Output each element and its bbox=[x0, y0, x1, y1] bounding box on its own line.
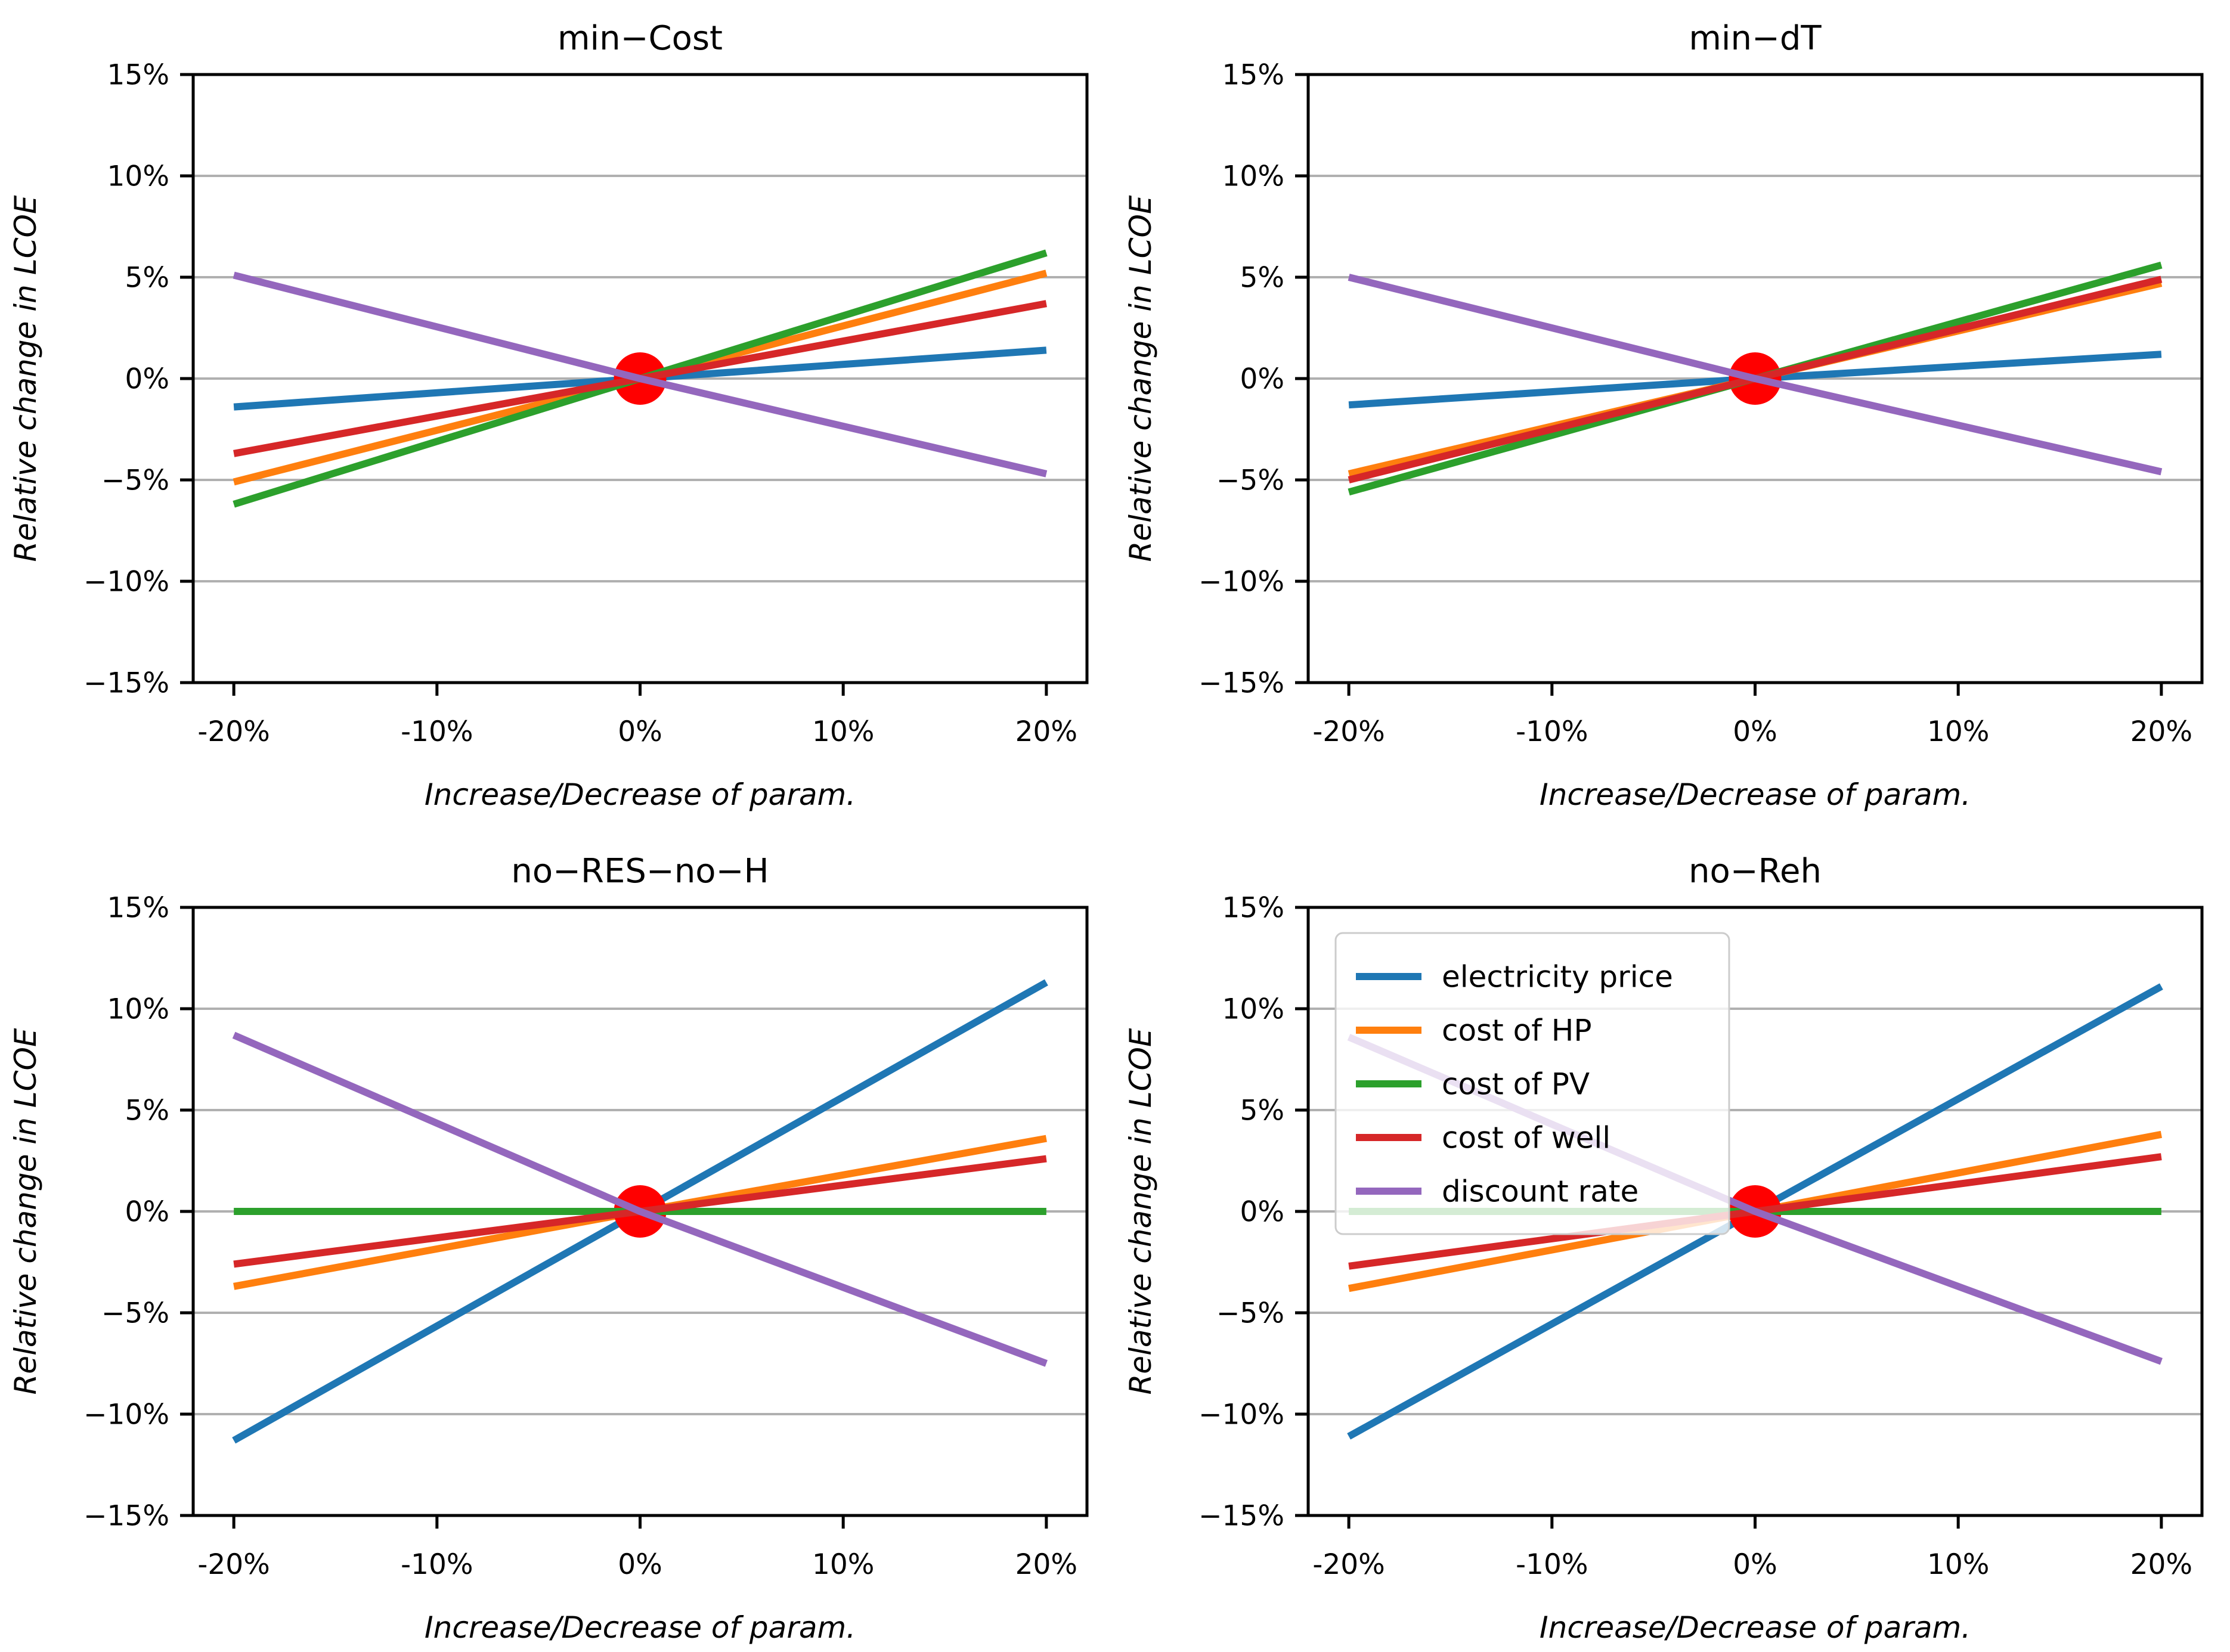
y-tick-label: −10% bbox=[83, 1398, 169, 1431]
x-tick-label: 20% bbox=[2130, 1548, 2192, 1581]
subplot-title: no−RES−no−H bbox=[511, 852, 769, 891]
x-tick-label: 0% bbox=[1733, 715, 1777, 748]
y-tick-label: 15% bbox=[1222, 891, 1284, 924]
y-axis-label: Relative change in LCOE bbox=[8, 195, 43, 562]
x-tick-label: 0% bbox=[618, 715, 662, 748]
y-axis-label: Relative change in LCOE bbox=[8, 1028, 43, 1394]
y-tick-label: −5% bbox=[101, 464, 169, 497]
x-tick-label: 10% bbox=[812, 1548, 874, 1581]
x-axis-label: Increase/Decrease of param. bbox=[1540, 777, 1971, 812]
subplot-min-cost: -20% -10% 0% 10% 20% 15% 10% 5% 0% −5% −10% −15% min… bbox=[0, 0, 1115, 825]
y-tick-label: 0% bbox=[125, 362, 169, 395]
y-tick-label: 15% bbox=[107, 891, 169, 924]
y-tick-label: 5% bbox=[125, 1094, 169, 1127]
legend-label: electricity price bbox=[1442, 960, 1673, 994]
legend-label: discount rate bbox=[1442, 1174, 1639, 1209]
subplot-canvas-min-dt: -20% -10% 0% 10% 20% 15% 10% 5% 0% −5% −10% −15% min… bbox=[1123, 19, 2204, 812]
y-tick-label: 0% bbox=[1240, 362, 1284, 395]
legend-label: cost of HP bbox=[1442, 1013, 1591, 1048]
y-tick-label: 0% bbox=[125, 1195, 169, 1228]
y-tick-label: −10% bbox=[83, 565, 169, 598]
y-tick-label: 10% bbox=[1222, 160, 1284, 193]
x-tick-label: 20% bbox=[1015, 715, 1077, 748]
x-tick-label: 10% bbox=[812, 715, 874, 748]
subplot-canvas-no-res-no-h: -20% -10% 0% 10% 20% 15% 10% 5% 0% −5% −10% −15% no−… bbox=[8, 852, 1089, 1645]
y-tick-label: −5% bbox=[101, 1297, 169, 1329]
x-tick-label: 0% bbox=[618, 1548, 662, 1581]
x-tick-label: 0% bbox=[1733, 1548, 1777, 1581]
x-axis-label: Increase/Decrease of param. bbox=[425, 777, 856, 812]
x-tick-label: -20% bbox=[1312, 1548, 1385, 1581]
y-tick-label: −15% bbox=[1198, 667, 1284, 699]
y-axis-label: Relative change in LCOE bbox=[1123, 1028, 1158, 1394]
y-tick-label: 5% bbox=[1240, 1094, 1284, 1127]
legend-box bbox=[1334, 932, 1730, 1235]
y-tick-label: −15% bbox=[1198, 1499, 1284, 1532]
y-tick-label: −15% bbox=[83, 1499, 169, 1532]
subplot-title: no−Reh bbox=[1689, 852, 1822, 891]
y-tick-label: 10% bbox=[107, 993, 169, 1025]
series-line-discount-rate bbox=[233, 271, 1048, 478]
y-tick-label: 10% bbox=[107, 160, 169, 193]
subplot-no-res-no-h: -20% -10% 0% 10% 20% 15% 10% 5% 0% −5% −10% −15% no−… bbox=[0, 825, 1115, 1650]
y-tick-label: −10% bbox=[1198, 1398, 1284, 1431]
x-tick-label: -20% bbox=[197, 1548, 270, 1581]
y-tick-label: 10% bbox=[1222, 993, 1284, 1025]
subplot-canvas-no-reh: -20% -10% 0% 10% 20% 15% 10% 5% 0% −5% −10% −15% no−… bbox=[1123, 852, 2204, 1645]
y-tick-label: −5% bbox=[1216, 464, 1284, 497]
y-tick-label: −10% bbox=[1198, 565, 1284, 598]
y-tick-label: 0% bbox=[1240, 1195, 1284, 1228]
x-tick-label: -10% bbox=[1516, 715, 1588, 748]
subplot-canvas-min-cost: -20% -10% 0% 10% 20% 15% 10% 5% 0% −5% −10% −15% min… bbox=[8, 19, 1089, 812]
x-tick-label: 10% bbox=[1927, 715, 1989, 748]
x-tick-label: -20% bbox=[1312, 715, 1385, 748]
subplot-no-reh: -20% -10% 0% 10% 20% 15% 10% 5% 0% −5% −10% −15% no−… bbox=[1115, 825, 2230, 1650]
legend-label: cost of PV bbox=[1442, 1067, 1590, 1102]
subplot-min-dt: -20% -10% 0% 10% 20% 15% 10% 5% 0% −5% −10% −15% min… bbox=[1115, 0, 2230, 825]
series-line-discount-rate bbox=[1348, 274, 2163, 476]
y-tick-label: −15% bbox=[83, 667, 169, 699]
x-tick-label: -20% bbox=[197, 715, 270, 748]
subplot-title: min−Cost bbox=[558, 19, 723, 58]
x-tick-label: -10% bbox=[1516, 1548, 1588, 1581]
y-tick-label: 15% bbox=[107, 58, 169, 91]
y-axis-label: Relative change in LCOE bbox=[1123, 195, 1158, 562]
x-tick-label: -10% bbox=[401, 1548, 473, 1581]
y-tick-label: 5% bbox=[125, 261, 169, 294]
x-axis-label: Increase/Decrease of param. bbox=[425, 1610, 856, 1645]
x-tick-label: 20% bbox=[1015, 1548, 1077, 1581]
legend-label: cost of well bbox=[1442, 1121, 1610, 1155]
y-tick-label: 15% bbox=[1222, 58, 1284, 91]
x-axis-label: Increase/Decrease of param. bbox=[1540, 1610, 1971, 1645]
x-tick-label: 10% bbox=[1927, 1548, 1989, 1581]
y-tick-label: 5% bbox=[1240, 261, 1284, 294]
legend: electricity price cost of HP cost of PV cos… bbox=[1334, 932, 1730, 1235]
y-tick-label: −5% bbox=[1216, 1297, 1284, 1329]
x-tick-label: -10% bbox=[401, 715, 473, 748]
series-line-discount-rate bbox=[232, 1031, 1048, 1367]
subplot-title: min−dT bbox=[1689, 19, 1822, 58]
x-tick-label: 20% bbox=[2130, 715, 2192, 748]
